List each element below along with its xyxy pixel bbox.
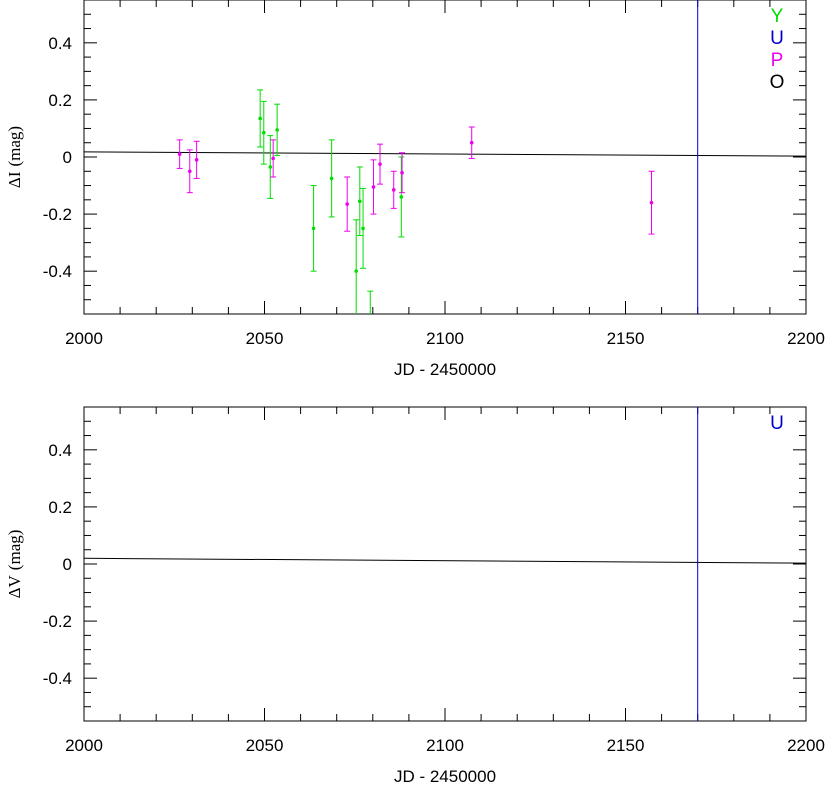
x-tick-label: 2100 — [426, 329, 464, 348]
legend-entry-Y: Y — [771, 6, 784, 27]
x-tick-label: 2050 — [246, 736, 284, 755]
x-tick-label: 2050 — [246, 329, 284, 348]
y-tick-label: 0 — [63, 148, 72, 167]
x-tick-label: 2000 — [65, 329, 103, 348]
data-point — [329, 176, 334, 181]
y-tick-label: -0.4 — [43, 669, 72, 688]
data-point — [194, 158, 199, 162]
x-tick-label: 2200 — [787, 736, 825, 755]
y-tick-label: 0 — [63, 555, 72, 574]
x-tick-label: 2100 — [426, 736, 464, 755]
y-tick-label: 0.2 — [48, 498, 72, 517]
data-point — [311, 226, 316, 231]
data-point — [358, 199, 362, 204]
series-P — [176, 126, 655, 235]
data-point — [361, 226, 365, 231]
data-point — [368, 326, 372, 330]
data-point — [258, 116, 262, 121]
x-tick-label: 2200 — [787, 329, 825, 348]
plot-area — [84, 407, 806, 721]
y-axis-label-unit: (mag) — [5, 126, 24, 167]
data-point — [354, 269, 358, 273]
chart-panel-1: 2000 2050 2100 2150 2200 0.4 0.2 0 -0.2 -0.4 JD - … — [5, 0, 825, 379]
data-point — [371, 185, 376, 189]
model-curve — [84, 557, 806, 564]
y-tick-label: 0.4 — [48, 441, 72, 460]
data-point — [268, 165, 273, 169]
y-axis-label: ΔV (mag) — [5, 530, 24, 599]
legend-entry-O: O — [770, 72, 785, 93]
y-axis-label-symbol: ΔI — [5, 171, 24, 188]
data-point — [187, 169, 192, 174]
data-point — [271, 156, 275, 161]
data-point — [649, 200, 654, 205]
y-tick-label: 0.2 — [48, 91, 72, 110]
legend-entry-U: U — [770, 28, 784, 49]
data-point — [400, 170, 404, 175]
data-point — [261, 130, 266, 135]
plot-area — [84, 0, 806, 330]
x-tick-label: 2150 — [607, 329, 645, 348]
data-point — [399, 195, 404, 199]
x-axis-label: JD - 2450000 — [394, 360, 496, 379]
data-point — [345, 202, 349, 206]
legend-entry-P: P — [771, 50, 784, 71]
data-point — [378, 162, 382, 166]
y-axis-label-symbol: ΔV — [5, 574, 24, 598]
chart-panel-2: 2000 2050 2100 2150 2200 0.4 0.2 0 -0.2 -0.4 JD - … — [5, 406, 825, 786]
data-point — [177, 152, 182, 156]
model-curve — [84, 151, 806, 157]
y-axis-label: ΔI (mag) — [5, 126, 24, 188]
x-axis-label: JD - 2450000 — [394, 767, 496, 782]
x-tick-label: 2150 — [607, 736, 645, 755]
data-point — [391, 188, 396, 192]
y-axis-label-unit: (mag) — [5, 530, 24, 571]
y-tick-label: -0.4 — [43, 262, 72, 281]
data-point — [275, 128, 279, 132]
legend-entry-U: U — [770, 413, 784, 434]
y-tick-label: -0.2 — [43, 612, 72, 631]
data-point — [469, 140, 474, 145]
x-tick-label: 2000 — [65, 736, 103, 755]
series-Y — [257, 89, 405, 330]
y-tick-label: 0.4 — [48, 34, 72, 53]
y-tick-label: -0.2 — [43, 205, 72, 224]
